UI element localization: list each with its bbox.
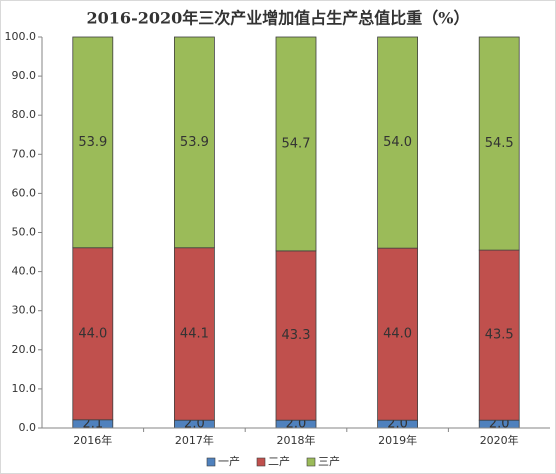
legend-label: 二产	[268, 454, 290, 468]
y-tick-label: 40.0	[12, 265, 37, 278]
data-label: 43.3	[282, 328, 311, 343]
bar-segment	[275, 250, 317, 421]
bar-segment	[72, 247, 114, 421]
y-tick-label: 20.0	[12, 343, 37, 356]
y-tick-label: 30.0	[12, 304, 37, 317]
data-label: 53.9	[180, 135, 209, 150]
x-tick-label: 2020年	[480, 433, 519, 447]
y-tick-label: 10.0	[12, 382, 37, 395]
legend-swatch	[206, 457, 216, 467]
bar-segment	[173, 247, 215, 421]
bar-segment	[478, 249, 520, 421]
bar-segment	[377, 247, 419, 421]
data-label: 44.0	[78, 326, 107, 341]
legend-swatch	[306, 457, 316, 467]
chart-title: 2016-2020年三次产业增加值占生产总值比重（%）	[87, 9, 470, 28]
y-tick-label: 0.0	[19, 421, 37, 434]
data-label: 44.1	[180, 326, 209, 341]
y-tick-label: 100.0	[5, 30, 37, 43]
y-tick-label: 80.0	[12, 108, 37, 121]
data-label: 43.5	[485, 328, 514, 343]
x-tick-label: 2018年	[277, 433, 316, 447]
legend-label: 三产	[318, 454, 340, 468]
data-label: 53.9	[78, 135, 107, 150]
x-tick-label: 2017年	[175, 433, 214, 447]
legend-label: 一产	[218, 454, 240, 468]
y-tick-label: 50.0	[12, 226, 37, 239]
bar-segment	[275, 36, 317, 252]
y-tick-label: 60.0	[12, 186, 37, 199]
bar-segment	[377, 36, 419, 249]
y-tick-label: 90.0	[12, 69, 37, 82]
data-label: 54.0	[383, 135, 412, 150]
bar-segment	[478, 36, 520, 251]
x-tick-label: 2016年	[73, 433, 112, 447]
x-tick-label: 2019年	[378, 433, 417, 447]
legend-swatch	[256, 457, 266, 467]
data-label: 54.7	[282, 136, 311, 151]
data-label: 44.0	[383, 327, 412, 342]
bar-segment	[72, 36, 114, 249]
bar-segment	[173, 36, 215, 249]
data-label: 54.5	[485, 136, 514, 151]
y-tick-label: 70.0	[12, 147, 37, 160]
